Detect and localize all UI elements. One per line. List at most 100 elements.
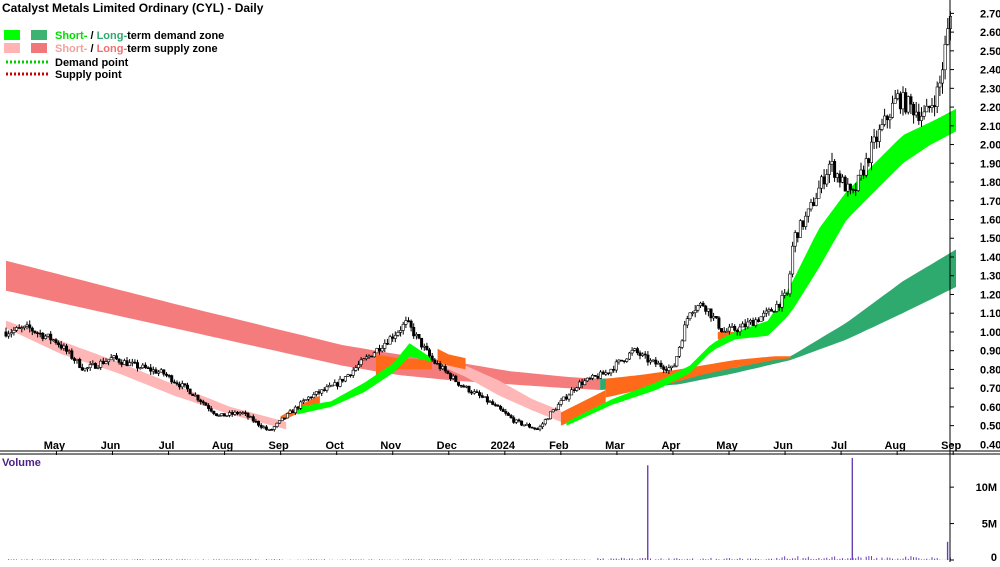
candle-body	[115, 355, 119, 360]
candle-body	[477, 392, 481, 396]
candle-body	[359, 359, 363, 365]
candle-body	[641, 353, 645, 356]
y-tick-label: 1.30	[980, 271, 1000, 283]
y-tick-label: 0.90	[980, 346, 1000, 358]
candle-body	[888, 117, 892, 121]
y-tick-label: 1.60	[980, 215, 1000, 227]
candle-body	[572, 389, 576, 392]
candle-body	[725, 330, 729, 333]
candle-body	[438, 363, 442, 370]
candle-body	[522, 424, 526, 427]
short-term-supply-zone	[432, 358, 561, 422]
candle-body	[454, 375, 458, 383]
candle-body	[370, 355, 374, 358]
candle-body	[630, 350, 634, 354]
candle-body	[575, 387, 579, 391]
candle-body	[46, 333, 50, 337]
candle-body	[654, 359, 658, 365]
candle-body	[446, 370, 450, 374]
candle-body	[470, 391, 474, 394]
candle-body	[714, 315, 718, 319]
candle-body	[51, 339, 55, 342]
candle-body	[662, 366, 666, 370]
candle-body	[354, 367, 358, 371]
candle-body	[188, 388, 192, 395]
candle-body	[341, 378, 345, 382]
candle-body	[30, 327, 34, 332]
x-tick-label: Mar	[605, 440, 625, 452]
candle-body	[827, 163, 831, 175]
candle-body	[278, 420, 282, 424]
candle-body	[848, 183, 852, 190]
candle-body	[851, 189, 855, 191]
candle-body	[330, 384, 334, 387]
candle-body	[835, 173, 839, 178]
candle-body	[262, 426, 266, 429]
x-tick-label: Feb	[549, 440, 569, 452]
candle-body	[499, 405, 503, 410]
y-tick-label: 1.90	[980, 158, 1000, 170]
candle-body	[322, 389, 326, 392]
candle-body	[475, 391, 479, 393]
candle-body	[414, 333, 418, 337]
candle-body	[443, 366, 447, 372]
y-tick-label: 1.10	[980, 308, 1000, 320]
candle-body	[375, 348, 379, 354]
candle-body	[399, 330, 403, 333]
candle-body	[351, 369, 355, 376]
y-tick-label: 2.70	[980, 8, 1000, 20]
y-tick-label: 0.80	[980, 364, 1000, 376]
y-tick-label: 1.70	[980, 196, 1000, 208]
y-tick-label: 2.10	[980, 121, 1000, 133]
candle-body	[133, 361, 137, 364]
candle-body	[246, 413, 250, 418]
x-tick-label: Apr	[661, 440, 681, 452]
candle-body	[914, 111, 918, 116]
long-term-demand-zone	[600, 249, 956, 390]
candle-body	[930, 105, 934, 108]
candle-body	[485, 396, 489, 403]
candle-body	[704, 305, 708, 312]
candle-body	[701, 302, 705, 307]
candle-body	[451, 375, 455, 379]
candle-body	[396, 331, 400, 336]
candle-body	[506, 413, 510, 416]
candle-body	[562, 396, 566, 401]
candle-body	[759, 316, 763, 322]
candle-body	[372, 352, 376, 358]
candle-body	[136, 362, 140, 369]
candle-body	[435, 362, 439, 365]
candle-body	[251, 416, 255, 422]
candle-body	[201, 401, 205, 404]
candle-body	[514, 419, 518, 423]
candle-body	[496, 404, 500, 407]
candle-body	[309, 396, 313, 399]
candle-body	[25, 324, 29, 327]
candle-body	[543, 419, 547, 425]
candle-body	[54, 339, 58, 344]
legend-swatch-short-demand	[4, 30, 20, 40]
candle-body	[940, 69, 944, 84]
candle-body	[165, 373, 169, 376]
candle-body	[622, 360, 626, 363]
candle-body	[270, 429, 274, 431]
y-tick-label: 2.60	[980, 27, 1000, 39]
candle-body	[338, 378, 342, 387]
candle-body	[933, 105, 937, 108]
candle-body	[885, 115, 889, 121]
candle-body	[598, 371, 602, 379]
candle-body	[204, 402, 208, 406]
candle-body	[530, 426, 534, 429]
candle-body	[488, 401, 492, 403]
x-tick-label: Dec	[437, 440, 457, 452]
candle-body	[830, 161, 834, 165]
candle-body	[220, 413, 224, 416]
candle-body	[551, 409, 555, 413]
volume-tick-label: 10M	[976, 482, 997, 494]
candle-body	[343, 376, 347, 382]
candle-body	[909, 96, 913, 105]
candle-body	[651, 359, 655, 362]
candle-body	[793, 232, 797, 247]
y-tick-label: 2.40	[980, 65, 1000, 77]
candle-body	[449, 373, 453, 379]
